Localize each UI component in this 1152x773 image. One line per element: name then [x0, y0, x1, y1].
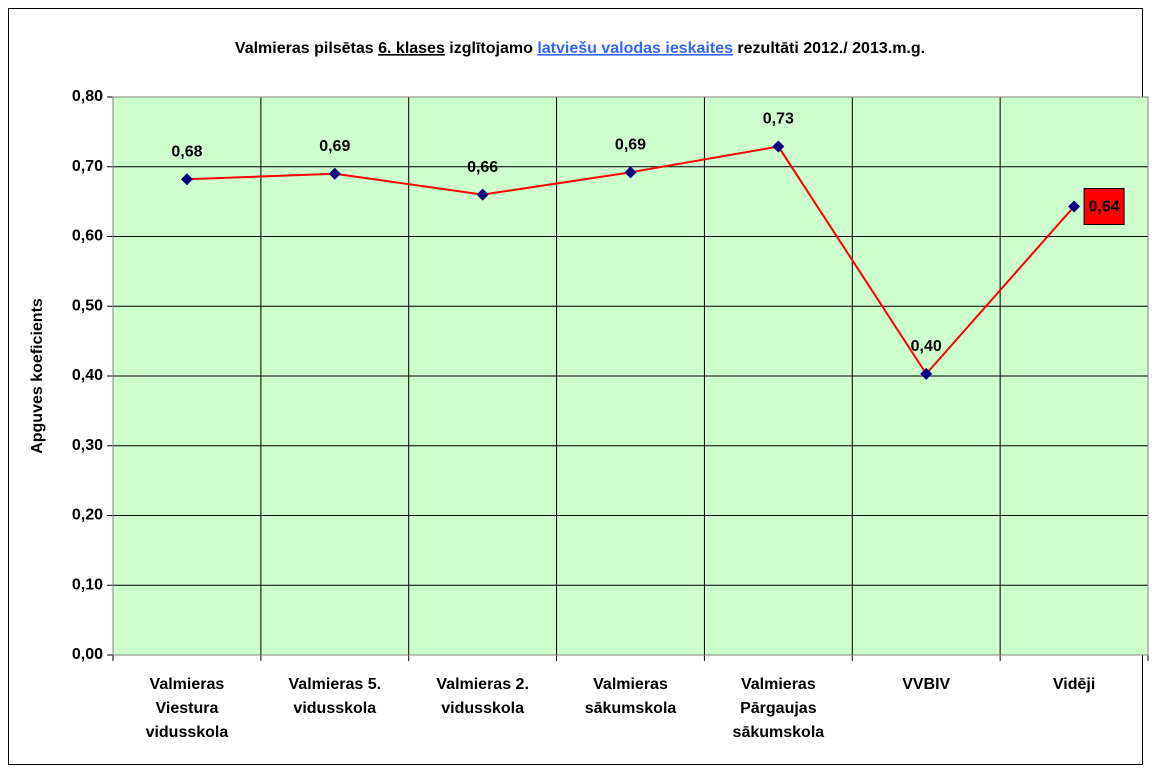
x-tick-label: Pārgaujas: [740, 700, 817, 717]
data-label: 0,68: [171, 144, 202, 161]
y-tick-label: 0,20: [72, 507, 103, 524]
marker: [920, 367, 933, 380]
title-part: rezultāti 2012./ 2013.m.g.: [733, 40, 925, 57]
x-tick-label: Viestura: [155, 700, 218, 717]
x-tick-label: sākumskola: [733, 724, 825, 741]
chart-title: Valmieras pilsētas 6. klases izglītojamo…: [235, 40, 925, 57]
x-tick-label: vidusskola: [146, 724, 229, 741]
y-tick-label: 0,30: [72, 437, 103, 454]
marker: [180, 173, 193, 186]
y-tick-label: 0,40: [72, 367, 103, 384]
title-part: latviešu valodas ieskaites: [537, 40, 733, 57]
y-tick-label: 0,60: [72, 228, 103, 245]
x-tick-label: Valmieras: [593, 676, 668, 693]
marker: [328, 167, 341, 180]
title-part: Valmieras pilsētas: [235, 40, 378, 57]
x-tick-label: Valmieras: [741, 676, 816, 693]
x-tick-label: Vidēji: [1053, 676, 1095, 693]
y-tick-label: 0,80: [72, 88, 103, 105]
plot-border: [112, 96, 1149, 656]
marker: [476, 188, 489, 201]
y-tick-label: 0,70: [72, 158, 103, 175]
y-tick-label: 0,10: [72, 576, 103, 593]
data-label: 0,69: [319, 138, 350, 155]
title-part: izglītojamo: [445, 40, 537, 57]
y-tick-label: 0,50: [72, 297, 103, 314]
title-part: 6. klases: [378, 40, 445, 57]
y-tick-label: 0,00: [72, 646, 103, 663]
x-tick-label: Valmieras: [150, 676, 225, 693]
x-tick-label: Valmieras 2.: [436, 676, 529, 693]
data-label: 0,40: [911, 338, 942, 355]
data-label: 0,64: [1089, 199, 1120, 216]
marker: [624, 166, 637, 179]
x-tick-label: sākumskola: [585, 700, 677, 717]
data-label: 0,66: [467, 159, 498, 176]
x-tick-label: Valmieras 5.: [289, 676, 382, 693]
highlight-box: [1083, 188, 1125, 226]
marker: [1068, 200, 1081, 213]
x-tick-label: vidusskola: [441, 700, 524, 717]
x-tick-label: vidusskola: [293, 700, 376, 717]
data-label: 0,73: [763, 111, 794, 128]
data-label: 0,69: [615, 137, 646, 154]
marker: [772, 140, 785, 153]
x-tick-label: VVBIV: [902, 676, 950, 693]
y-axis-label: Apguves koeficients: [29, 298, 46, 454]
